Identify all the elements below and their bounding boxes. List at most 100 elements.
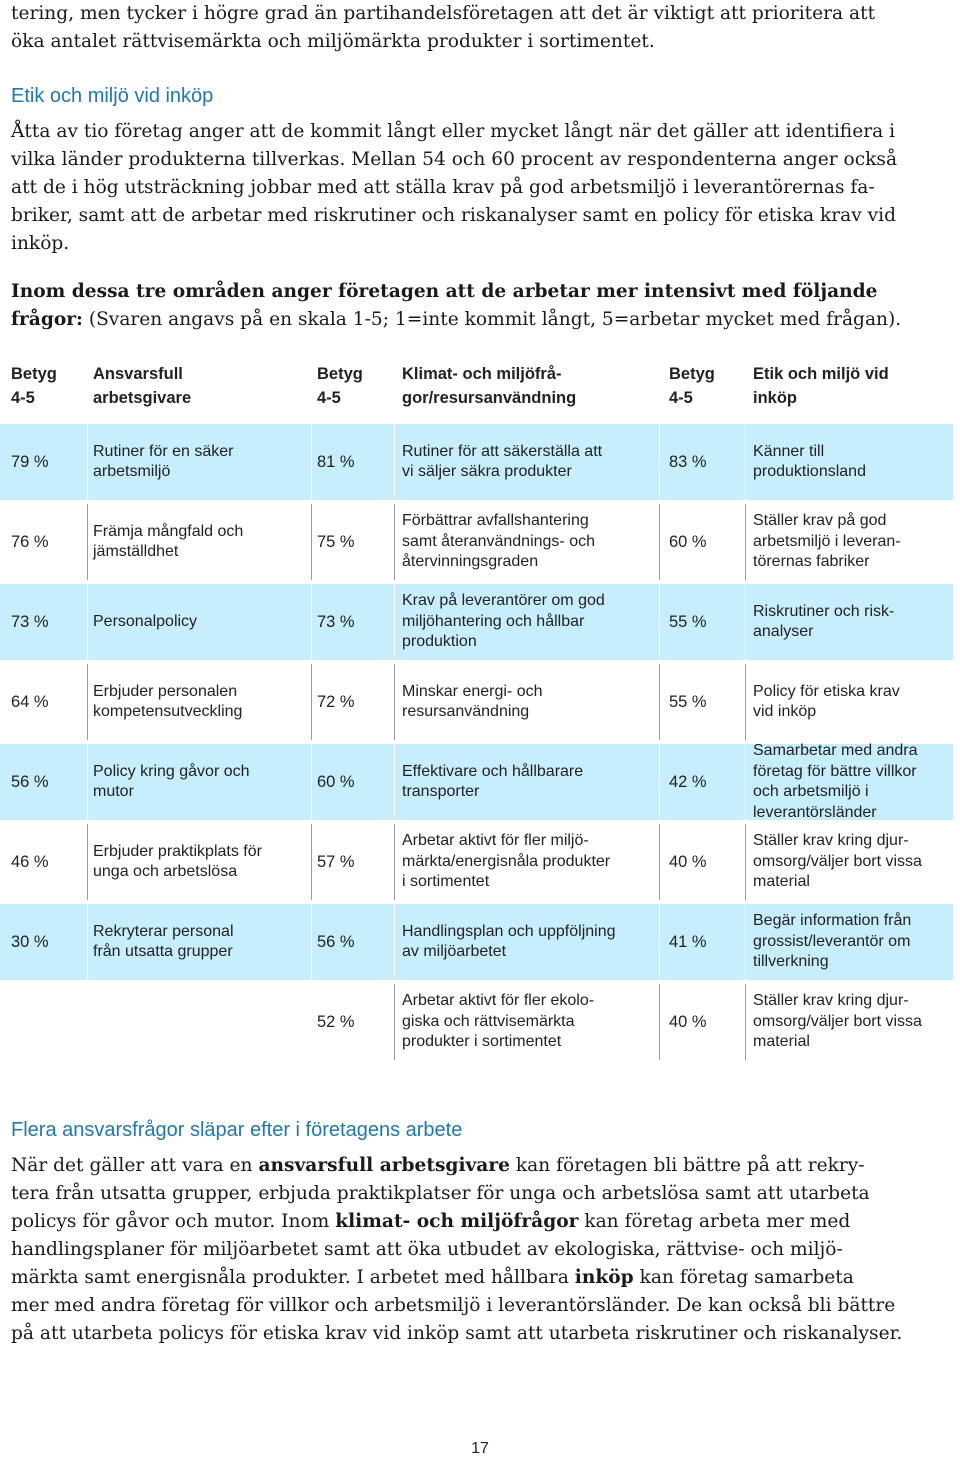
betyg-etik: 55 % [669, 692, 707, 711]
ansvarsfull-item: Erbjuder personalen kompetensutveckling [93, 682, 243, 721]
column-divider [394, 744, 395, 820]
etik-item: Ställer krav kring djur- omsorg/väljer b… [753, 992, 922, 1051]
etik-item: Ställer krav kring djur- omsorg/väljer b… [753, 832, 922, 891]
column-divider [87, 584, 88, 660]
s2-line-7: på att utarbeta policys för etiska krav … [11, 1323, 903, 1344]
column-divider [311, 904, 312, 980]
column-divider [659, 904, 660, 980]
column-divider [659, 984, 660, 1060]
etik-item: Samarbetar med andra företag för bättre … [753, 742, 918, 821]
betyg-ansvarsfull: 30 % [11, 932, 49, 951]
section1-line-5: inköp. [11, 233, 70, 254]
ansvarsfull-item: Personalpolicy [93, 612, 198, 630]
s2-text: kan företag arbeta mer med [578, 1211, 851, 1232]
betyg-ansvarsfull: 56 % [11, 772, 49, 791]
section1-line-1: Åtta av tio företag anger att de kommit … [11, 121, 896, 142]
section1-paragraph: Åtta av tio företag anger att de kommit … [11, 118, 949, 258]
ansvarsfull-item: Policy kring gåvor och mutor [93, 762, 250, 801]
column-divider [745, 584, 746, 660]
questions-line-1: Inom dessa tre områden anger företagen a… [11, 281, 878, 302]
column-divider [745, 744, 746, 820]
etik-item: Ställer krav på god arbetsmiljö i levera… [753, 512, 901, 571]
column-divider [745, 824, 746, 900]
betyg-klimat: 81 % [317, 452, 355, 471]
ansvarsfull-item: Rutiner för en säker arbetsmiljö [93, 442, 234, 481]
intro-line-2: öka antalet rättvisemärkta och miljömärk… [11, 31, 655, 52]
s2-bold-klimat: klimat- och miljöfrågor [335, 1211, 579, 1232]
betyg-ansvarsfull: 73 % [11, 612, 49, 631]
etik-item: Policy för etiska krav vid inköp [753, 682, 900, 721]
betyg-ansvarsfull: 76 % [11, 532, 49, 551]
section1-line-2: vilka länder produkterna tillverkas. Mel… [11, 149, 898, 170]
header-ansvarsfull-arbetsgivare: Ansvarsfull arbetsgivare [93, 365, 192, 407]
table-row: 73 % Personalpolicy 73 % Krav på leverantör… [0, 584, 953, 660]
column-divider [394, 424, 395, 500]
klimat-item: Krav på leverantörer om god miljöhanteri… [402, 592, 605, 651]
column-divider [87, 904, 88, 980]
betyg-etik: 42 % [669, 772, 707, 791]
klimat-item: Arbetar aktivt för fler ekolo- giska och… [402, 992, 595, 1051]
section1-line-3: att de i hög utsträckning jobbar med att… [11, 177, 875, 198]
s2-line-4: handlingsplaner för miljöarbetet samt at… [11, 1239, 843, 1260]
column-divider [745, 984, 746, 1060]
s2-text: märkta samt energisnåla produkter. I arb… [11, 1267, 575, 1288]
betyg-klimat: 73 % [317, 612, 355, 631]
header-betyg-2: Betyg 4-5 [317, 365, 363, 407]
column-divider [745, 664, 746, 740]
s2-line-6: mer med andra företag för villkor och ar… [11, 1295, 896, 1316]
klimat-item: Minskar energi- och resursanvändning [402, 682, 543, 721]
column-divider [745, 904, 746, 980]
s2-bold-inkop: inköp [574, 1267, 634, 1288]
klimat-item: Handlingsplan och uppföljning av miljöar… [402, 922, 616, 961]
table-row: 79 % Rutiner för en säker arbetsmiljö 81 %… [0, 424, 953, 500]
intro-line-1: tering, men tycker i högre grad än parti… [11, 3, 876, 24]
column-divider [87, 664, 88, 740]
header-klimat-miljo: Klimat- och miljöfrå- gor/resursanvändni… [402, 365, 577, 407]
header-betyg-3: Betyg 4-5 [669, 365, 715, 407]
betyg-etik: 40 % [669, 1012, 707, 1031]
table-header: Betyg 4-5 Ansvarsfull arbetsgivare Betyg… [0, 362, 960, 422]
column-divider [311, 664, 312, 740]
table-row: 56 % Policy kring gåvor och mutor 60 % Effe… [0, 742, 953, 821]
s2-bold-arbetsgivare: ansvarsfull arbetsgivare [258, 1155, 510, 1176]
column-divider [394, 664, 395, 740]
etik-item: Riskrutiner och risk- analyser [753, 602, 895, 641]
column-divider [659, 664, 660, 740]
klimat-item: Förbättrar avfallshantering samt återanv… [402, 512, 595, 571]
betyg-etik: 55 % [669, 612, 707, 631]
s2-text: När det gäller att vara en [11, 1155, 259, 1176]
column-divider [745, 504, 746, 580]
column-divider [311, 504, 312, 580]
column-divider [394, 504, 395, 580]
betyg-klimat: 72 % [317, 692, 355, 711]
betyg-etik: 60 % [669, 532, 707, 551]
column-divider [659, 504, 660, 580]
column-divider [87, 504, 88, 580]
table-row: 52 % Arbetar aktivt för fler ekolo- giska… [0, 984, 953, 1060]
klimat-item: Arbetar aktivt för fler miljö- märkta/en… [402, 832, 611, 891]
s2-line-2: tera från utsatta grupper, erbjuda prakt… [11, 1183, 870, 1204]
intro-paragraph: tering, men tycker i högre grad än parti… [11, 0, 949, 56]
betyg-klimat: 75 % [317, 532, 355, 551]
betyg-etik: 40 % [669, 852, 707, 871]
scale-explanation: (Svaren angavs på en skala 1-5; 1=inte k… [82, 309, 902, 330]
ansvarsfull-item: Främja mångfald och jämställdhet [93, 522, 244, 561]
section2-paragraph: När det gäller att vara en ansvarsfull a… [11, 1152, 949, 1348]
betyg-etik: 41 % [669, 932, 707, 951]
header-betyg-1: Betyg 4-5 [11, 365, 57, 407]
betyg-etik: 83 % [669, 452, 707, 471]
column-divider [311, 824, 312, 900]
table-row: 30 % Rekryterar personal från utsatta gru… [0, 904, 953, 980]
column-divider [87, 744, 88, 820]
section-heading-flera: Flera ansvarsfrågor släpar efter i föret… [11, 1119, 463, 1141]
betyg-klimat: 52 % [317, 1012, 355, 1031]
ansvarsfull-item [93, 984, 305, 1060]
betyg-klimat: 57 % [317, 852, 355, 871]
column-divider [659, 824, 660, 900]
column-divider [394, 984, 395, 1060]
column-divider [659, 424, 660, 500]
column-divider [745, 424, 746, 500]
column-divider [311, 584, 312, 660]
ansvarsfull-item: Erbjuder praktikplats för unga och arbet… [93, 842, 262, 881]
betyg-klimat: 56 % [317, 932, 355, 951]
